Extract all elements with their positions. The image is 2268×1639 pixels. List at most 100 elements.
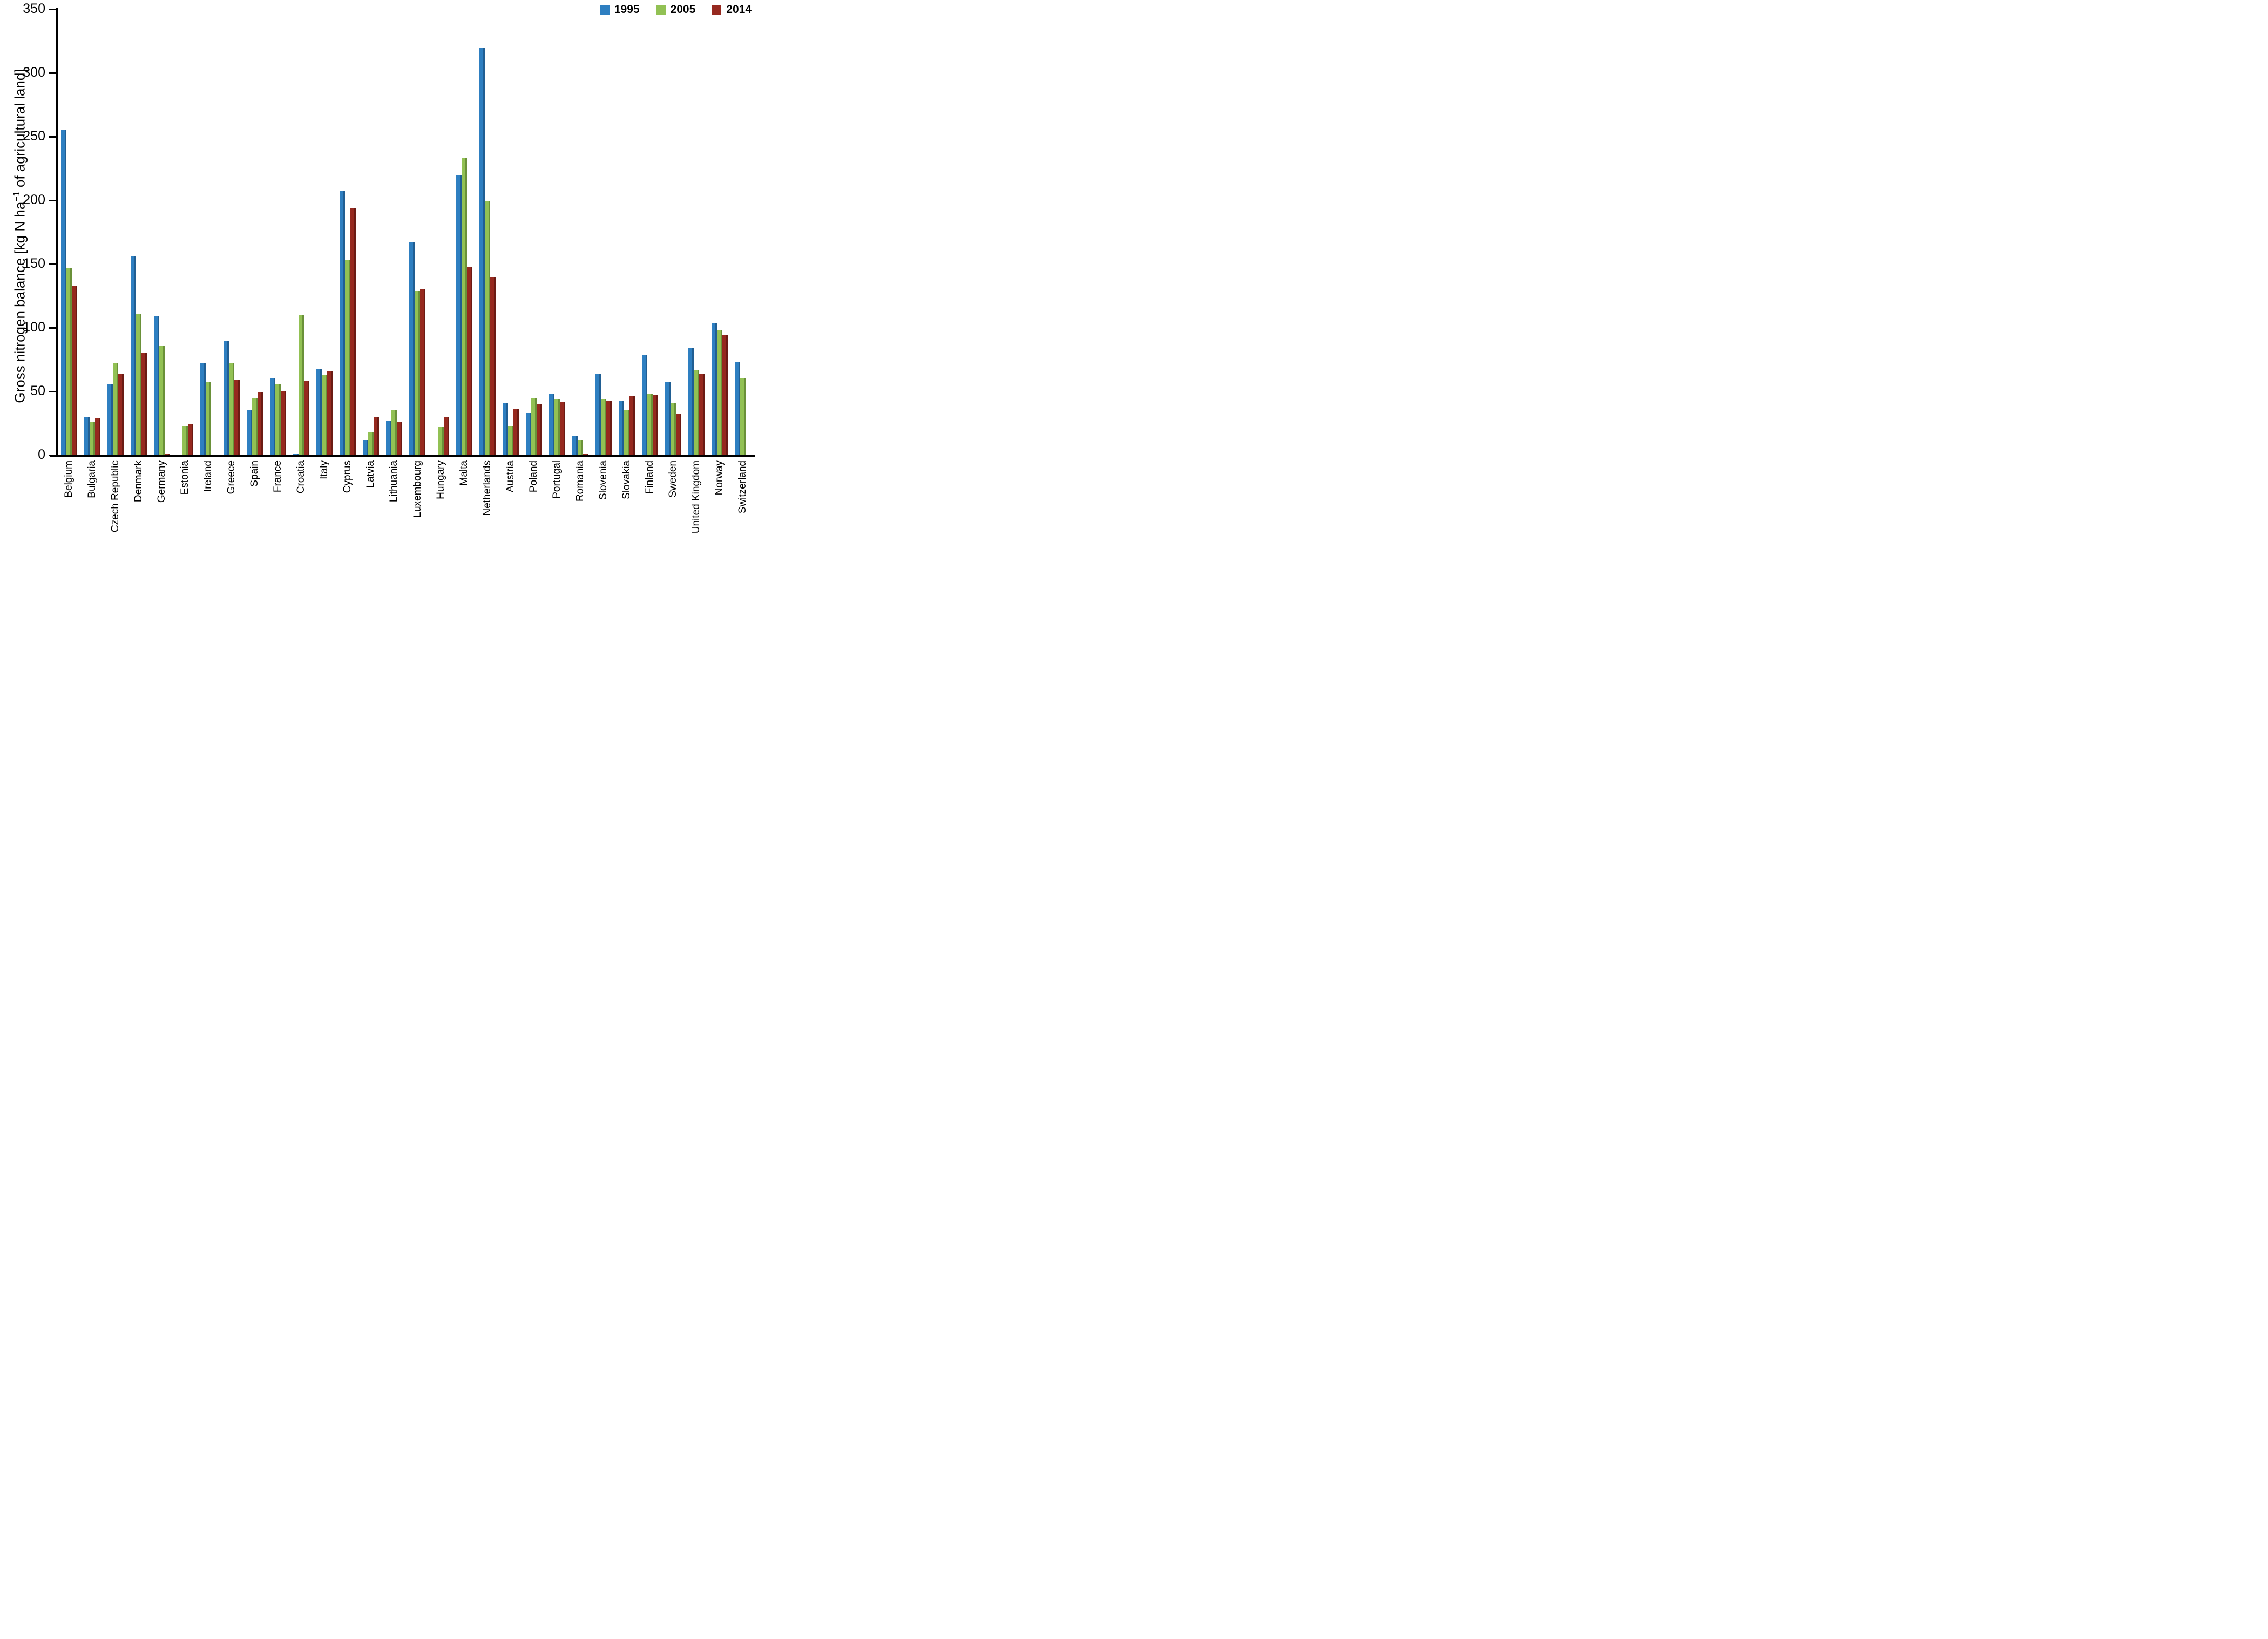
legend-swatch-1995 [599,5,610,15]
bar [159,346,165,455]
bar [374,417,380,455]
bar [694,369,700,455]
bar [722,335,728,455]
bar [554,399,560,455]
y-tick-mark [49,327,57,329]
bar-group-germany [150,9,173,455]
bar [350,208,356,455]
bar [340,191,346,455]
bar [619,400,625,455]
bar-group-ireland [197,9,220,455]
bar [94,418,100,455]
country-label: Ireland [202,460,214,492]
bar-group-spain [243,9,267,455]
bar [107,383,113,455]
bar [258,392,263,455]
bar-group-united-kingdom [685,9,708,455]
country-label: Luxembourg [411,460,423,518]
bar [735,362,741,455]
bar [699,373,705,455]
x-axis-line [50,455,755,457]
bar [228,363,234,455]
bar [712,322,717,455]
country-label: Norway [714,460,726,496]
y-tick-mark [49,391,57,392]
legend-label-2014: 2014 [726,3,752,16]
bar-group-bulgaria [80,9,104,455]
country-label: Cyprus [342,460,354,493]
bar [270,378,276,455]
country-label: Spain [249,460,261,487]
country-label: Austria [504,460,516,493]
country-label: Poland [527,460,539,493]
bar-group-slovakia [615,9,639,455]
bar [671,403,676,455]
country-label: France [272,460,284,493]
country-label: Italy [319,460,330,479]
bar [549,394,554,455]
bar [345,260,351,455]
legend-label-1995: 1995 [614,3,640,16]
bar-group-norway [708,9,732,455]
bar-group-poland [522,9,545,455]
bar [583,453,588,455]
legend-item-1995: 1995 [599,3,640,16]
bar [466,266,472,455]
bar-group-lithuania [383,9,406,455]
country-label: Malta [458,460,470,486]
bar [304,381,310,455]
country-label: Belgium [63,460,75,498]
bar [66,268,72,455]
bar-group-cyprus [336,9,360,455]
bar [182,425,188,455]
y-tick-label: 300 [23,65,45,80]
bar [531,397,537,455]
country-label: Hungary [435,460,446,499]
legend-swatch-2005 [655,5,666,15]
bar [136,314,141,455]
bar [572,436,578,455]
country-label: Sweden [667,460,679,498]
y-tick-label: 250 [23,128,45,144]
bar-group-slovenia [592,9,615,455]
bar [153,316,159,455]
y-tick-label: 0 [38,447,45,462]
bar-group-czech-republic [104,9,127,455]
bar [490,276,496,455]
bar [327,371,333,455]
legend-swatch-2014 [712,5,722,15]
country-label: Romania [574,460,586,502]
bar [606,400,612,455]
bar [234,380,240,455]
country-label: Slovakia [621,460,633,499]
bar [420,289,426,455]
bar-group-malta [452,9,476,455]
bar-group-portugal [545,9,568,455]
bar [397,422,403,455]
bar-group-austria [499,9,522,455]
bar [653,395,659,455]
bar-group-belgium [57,9,80,455]
bar [665,382,671,455]
bar [484,201,490,455]
bar [118,373,124,455]
country-label: Germany [155,460,167,503]
bar [415,290,421,455]
y-tick-mark [49,9,57,10]
bar [600,399,606,455]
bar [316,368,322,455]
bar [141,353,147,455]
y-axis-line [56,8,58,457]
bar [112,363,118,455]
country-label: Denmark [132,460,144,503]
country-label: Latvia [365,460,377,488]
bar [130,256,136,455]
bar [252,397,258,455]
country-label: Croatia [295,460,307,494]
bar [60,130,66,455]
country-label: Czech Republic [109,460,121,533]
bar-group-finland [639,9,662,455]
country-label: Finland [644,460,656,495]
bar [647,394,653,455]
bar [200,363,206,455]
